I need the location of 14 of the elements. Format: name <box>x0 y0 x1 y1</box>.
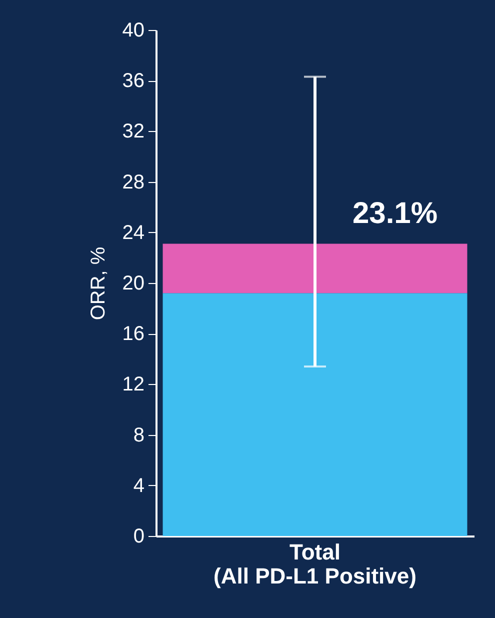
y-tick-label: 20 <box>122 272 144 294</box>
y-tick-label: 16 <box>122 323 144 346</box>
y-tick-label: 32 <box>122 120 144 143</box>
y-axis-title: ORR, % <box>87 246 110 320</box>
y-tick-label: 36 <box>122 70 144 92</box>
y-tick-label: 8 <box>133 424 144 446</box>
y-tick-label: 0 <box>133 526 144 548</box>
y-tick-label: 12 <box>122 374 144 396</box>
y-tick-label: 4 <box>133 474 144 497</box>
y-tick-label: 24 <box>122 222 144 244</box>
x-tick-label: Total (All PD-L1 Positive) <box>214 540 416 588</box>
y-tick-label: 40 <box>122 20 144 42</box>
total-label: 23.1% <box>352 196 438 230</box>
y-tick-label: 28 <box>122 171 144 194</box>
